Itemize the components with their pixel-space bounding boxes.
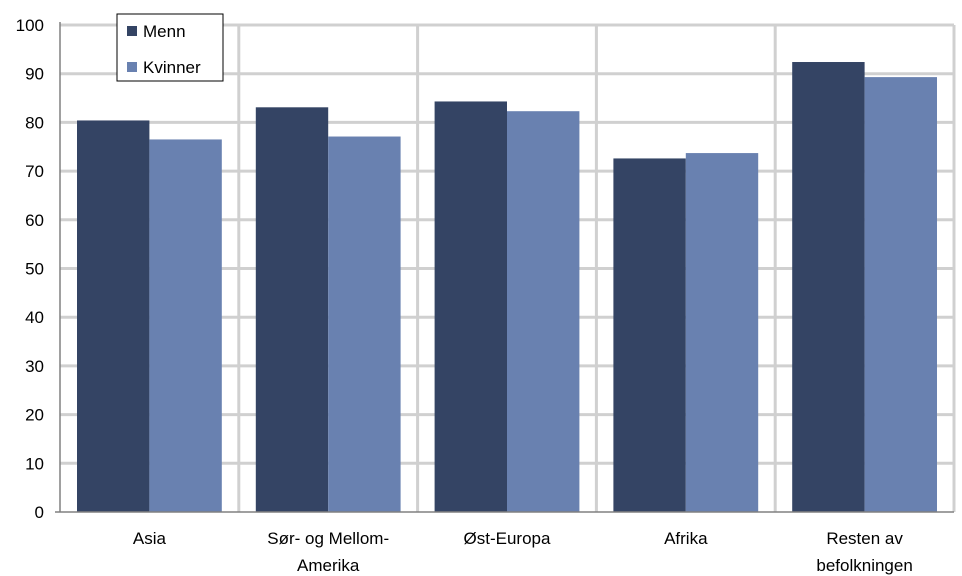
bar-menn — [792, 62, 865, 513]
y-tick-label: 70 — [25, 162, 44, 181]
axis-layer: 0 10 20 30 40 50 60 70 80 90 100 Asia Sør- og Mellom… — [16, 16, 954, 575]
x-category-label: Asia — [133, 529, 167, 548]
y-tick-label: 100 — [16, 16, 44, 35]
bar-menn — [613, 158, 686, 513]
bar-kvinner — [328, 136, 401, 512]
x-category-label: Øst-Europa — [464, 529, 551, 548]
legend-swatch-menn — [127, 26, 137, 36]
y-tick-label: 40 — [25, 308, 44, 327]
x-category-label: Amerika — [297, 556, 360, 575]
y-tick-label: 80 — [25, 113, 44, 132]
legend-label-kvinner: Kvinner — [143, 58, 201, 77]
legend-swatch-kvinner — [127, 62, 137, 72]
bar-kvinner — [507, 111, 580, 512]
y-tick-label: 10 — [25, 454, 44, 473]
bar-menn — [77, 120, 150, 513]
bar-kvinner — [864, 77, 937, 512]
y-tick-label: 90 — [25, 65, 44, 84]
x-category-label: Afrika — [664, 529, 708, 548]
bar-kvinner — [685, 153, 759, 512]
y-tick-label: 50 — [25, 260, 44, 279]
x-category-label: befolkningen — [816, 556, 912, 575]
y-tick-label: 30 — [25, 357, 44, 376]
bar-kvinner — [149, 139, 222, 512]
y-tick-label: 20 — [25, 406, 44, 425]
x-category-label: Sør- og Mellom- — [267, 529, 389, 548]
bar-menn — [255, 107, 329, 512]
legend-label-menn: Menn — [143, 22, 186, 41]
y-tick-label: 60 — [25, 211, 44, 230]
legend: Menn Kvinner — [116, 13, 224, 82]
bar-menn — [434, 101, 507, 513]
bars-layer — [77, 62, 937, 513]
x-category-label: Resten av — [826, 529, 903, 548]
y-tick-label: 0 — [35, 503, 44, 522]
